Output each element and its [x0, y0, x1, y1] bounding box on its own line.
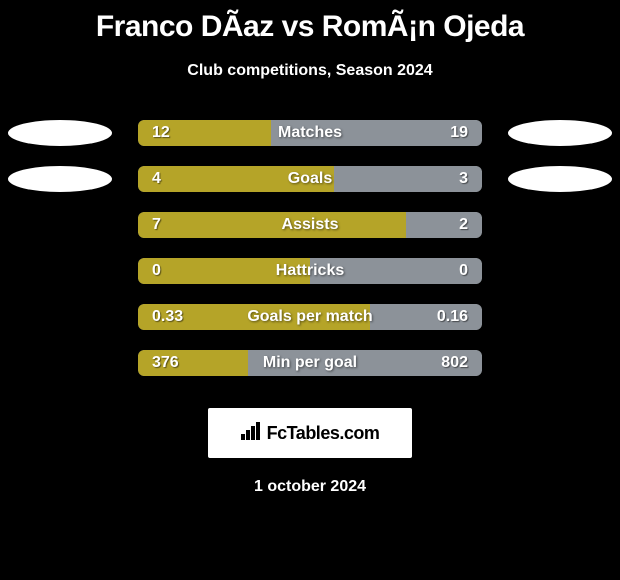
fctables-badge: FcTables.com: [208, 408, 412, 458]
fctables-text: FcTables.com: [267, 423, 380, 444]
stat-value-right: 3: [459, 170, 468, 188]
stat-value-right: 0: [459, 262, 468, 280]
stat-label: Min per goal: [263, 354, 357, 372]
stat-value-left: 0: [152, 262, 161, 280]
stat-value-right: 19: [450, 124, 468, 142]
stat-bar: 12 19 Matches: [138, 120, 482, 146]
stat-label: Goals per match: [247, 308, 372, 326]
stat-bar: 376 802 Min per goal: [138, 350, 482, 376]
stat-row: 376 802 Min per goal: [0, 350, 620, 376]
stat-value-left: 0.33: [152, 308, 183, 326]
comparison-subtitle: Club competitions, Season 2024: [187, 62, 432, 80]
player-badge-left: [8, 166, 112, 192]
stat-row: 0.33 0.16 Goals per match: [0, 304, 620, 330]
stat-value-left: 4: [152, 170, 161, 188]
comparison-title: Franco DÃ­az vs RomÃ¡n Ojeda: [96, 10, 524, 44]
stat-bar: 0 0 Hattricks: [138, 258, 482, 284]
stat-bar-left: [138, 212, 406, 238]
stat-bar: 4 3 Goals: [138, 166, 482, 192]
fctables-logo: FcTables.com: [241, 422, 380, 445]
stat-value-left: 376: [152, 354, 179, 372]
stat-label: Matches: [278, 124, 342, 142]
bars-icon: [241, 422, 263, 445]
stat-bar: 7 2 Assists: [138, 212, 482, 238]
date-label: 1 october 2024: [254, 478, 366, 496]
stat-value-left: 12: [152, 124, 170, 142]
stat-label: Assists: [282, 216, 339, 234]
player-badge-right: [508, 166, 612, 192]
stats-area: 12 19 Matches 4 3 Goals 7 2 Assists 0 0 Hattricks 0.…: [0, 120, 620, 396]
infographic-container: Franco DÃ­az vs RomÃ¡n Ojeda Club compet…: [0, 0, 620, 506]
stat-row: 0 0 Hattricks: [0, 258, 620, 284]
stat-row: 4 3 Goals: [0, 166, 620, 192]
stat-row: 12 19 Matches: [0, 120, 620, 146]
stat-value-left: 7: [152, 216, 161, 234]
stat-label: Hattricks: [276, 262, 344, 280]
stat-value-right: 802: [441, 354, 468, 372]
stat-row: 7 2 Assists: [0, 212, 620, 238]
stat-bar: 0.33 0.16 Goals per match: [138, 304, 482, 330]
player-badge-right: [508, 120, 612, 146]
stat-label: Goals: [288, 170, 332, 188]
player-badge-left: [8, 120, 112, 146]
stat-value-right: 2: [459, 216, 468, 234]
stat-bar-right: [406, 212, 482, 238]
stat-value-right: 0.16: [437, 308, 468, 326]
